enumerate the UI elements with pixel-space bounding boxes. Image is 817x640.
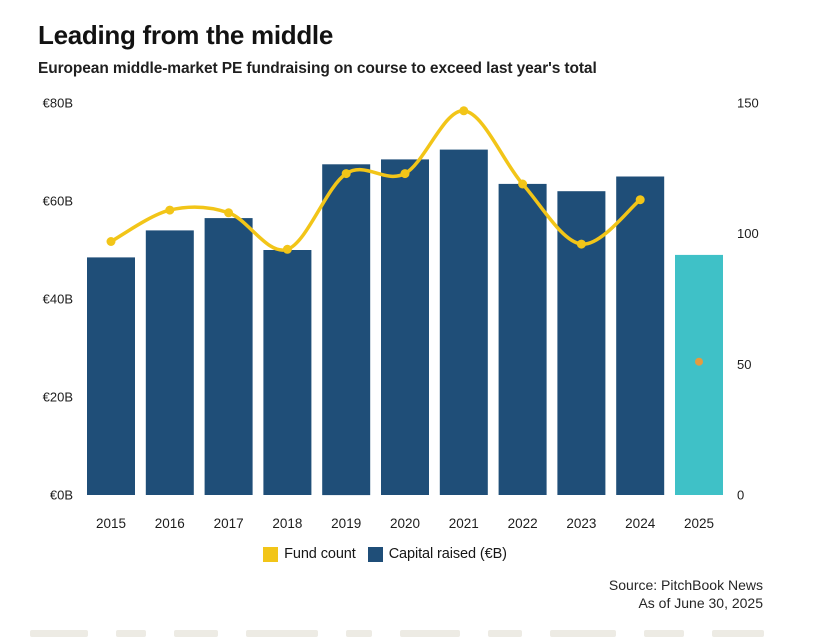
right-axis-tick: 0 — [737, 488, 744, 503]
bar-2015 — [87, 257, 135, 495]
asof-line: As of June 30, 2025 — [638, 595, 763, 612]
bar-2025 — [675, 254, 723, 495]
x-tick-2024: 2024 — [625, 516, 656, 531]
fund-count-point-2018 — [282, 244, 292, 254]
x-tick-2016: 2016 — [155, 516, 185, 531]
x-tick-2017: 2017 — [214, 516, 244, 531]
legend-label: Fund count — [284, 546, 356, 562]
fund-count-point-2025-detached — [695, 357, 703, 366]
x-tick-2023: 2023 — [566, 516, 596, 531]
bar-2022 — [498, 183, 547, 495]
fund-count-point-2021 — [459, 106, 469, 116]
left-axis-tick: €40B — [43, 292, 73, 307]
fund-count-swatch-icon — [263, 546, 279, 562]
left-axis-tick: €60B — [43, 194, 73, 209]
x-tick-2018: 2018 — [272, 516, 302, 531]
right-axis-tick: 100 — [737, 226, 759, 241]
x-tick-2020: 2020 — [390, 516, 420, 531]
bar-2018 — [263, 250, 312, 495]
legend-label: Capital raised (€B) — [388, 546, 507, 562]
bar-2016 — [145, 230, 194, 495]
bar-2024 — [616, 176, 665, 495]
bar-2019 — [322, 164, 371, 496]
cropped-text-remnant — [30, 630, 790, 640]
fund-count-point-2015 — [106, 237, 116, 246]
combo-chart-svg: €80B €60B €40B €20B €0B 150 100 50 0 2015 2016 2017… — [43, 96, 759, 532]
right-axis-tick: 150 — [737, 96, 759, 111]
x-tick-2025: 2025 — [684, 516, 714, 531]
left-axis-tick: €80B — [43, 96, 73, 111]
legend-item-fund-count: Fund count — [263, 546, 356, 562]
bar-2021 — [439, 149, 488, 495]
source-attribution: Source: PitchBook News As of June 30, 20… — [609, 576, 763, 612]
x-tick-2015: 2015 — [96, 516, 126, 531]
chart-title: Leading from the middle — [38, 20, 334, 50]
chart-area: €80B €60B €40B €20B €0B 150 100 50 0 2015 2016 2017… — [0, 90, 817, 545]
bar-2020 — [381, 159, 429, 495]
fund-count-point-2024 — [635, 195, 645, 205]
fund-count-point-2017 — [224, 208, 234, 218]
fund-count-point-2016 — [165, 205, 175, 215]
right-axis-tick: 50 — [737, 357, 751, 372]
x-tick-2022: 2022 — [508, 516, 538, 531]
chart-subtitle: European middle-market PE fundraising on… — [38, 60, 597, 77]
x-tick-2019: 2019 — [331, 516, 361, 531]
x-tick-2021: 2021 — [449, 516, 479, 531]
fund-count-point-2019 — [341, 169, 351, 179]
fund-count-point-2020 — [400, 169, 410, 179]
left-axis-tick: €20B — [43, 390, 73, 405]
legend-item-capital-raised: Capital raised (€B) — [367, 546, 507, 562]
source-line: Source: PitchBook News — [608, 577, 763, 593]
left-axis-tick: €0B — [50, 488, 73, 503]
chart-legend: Fund count Capital raised (€B) — [0, 546, 770, 562]
bar-2017 — [204, 218, 253, 495]
capital-raised-swatch-icon — [367, 546, 383, 562]
fund-count-line — [109, 109, 642, 252]
fund-count-point-2022 — [518, 179, 528, 189]
fund-count-point-2023 — [576, 239, 586, 249]
